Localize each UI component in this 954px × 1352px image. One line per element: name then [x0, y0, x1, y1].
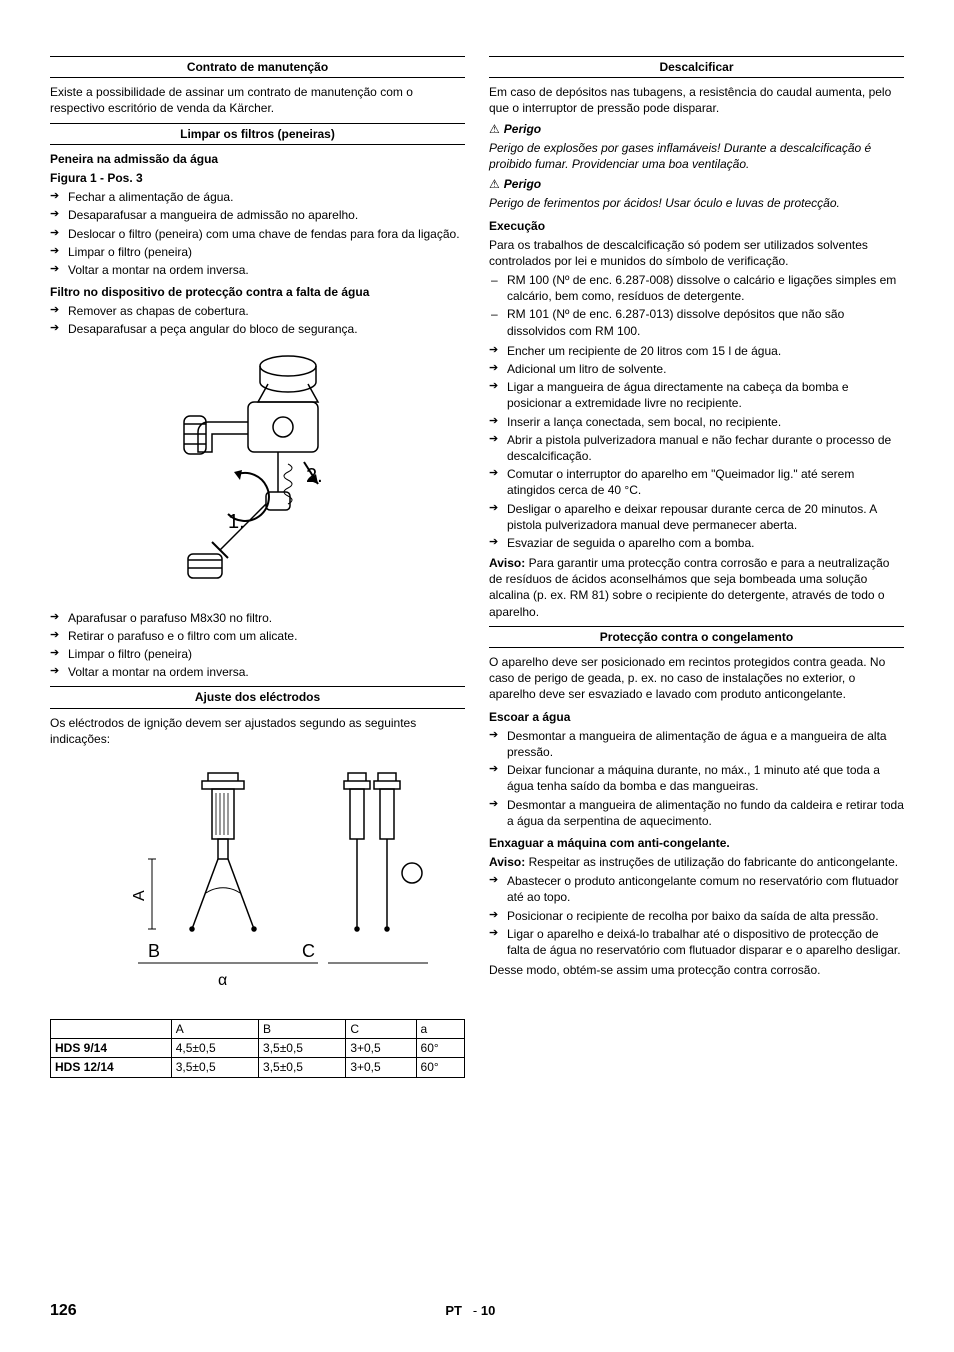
list-item: Desaparafusar a peça angular do bloco de… [50, 321, 465, 337]
paragraph: Existe a possibilidade de assinar um con… [50, 84, 465, 116]
warning-label: Perigo [489, 121, 904, 137]
left-column: Contrato de manutenção Existe a possibil… [50, 50, 465, 1280]
step-list: Fechar a alimentação de água. Desaparafu… [50, 189, 465, 278]
list-item: Desmontar a mangueira de alimentação no … [489, 797, 904, 829]
td: 3+0,5 [346, 1058, 416, 1077]
subhead: Escoar a água [489, 709, 904, 725]
warning-label: Perigo [489, 176, 904, 192]
list-item: Voltar a montar na ordem inversa. [50, 262, 465, 278]
dash-list: RM 100 (Nº de enc. 6.287-008) dissolve o… [489, 272, 904, 339]
list-item: Aparafusar o parafuso M8x30 no filtro. [50, 610, 465, 626]
list-item: Desligar o aparelho e deixar repousar du… [489, 501, 904, 533]
list-item: Desaparafusar a mangueira de admissão no… [50, 207, 465, 223]
list-item: Retirar o parafuso e o filtro com um ali… [50, 628, 465, 644]
fig-label-1: 1. [228, 511, 245, 533]
list-item: Deixar funcionar a máquina durante, no m… [489, 762, 904, 794]
heading-limpar: Limpar os filtros (peneiras) [50, 123, 465, 145]
list-item: Ligar a mangueira de água directamente n… [489, 379, 904, 411]
subhead: Filtro no dispositivo de protecção contr… [50, 284, 465, 300]
list-item: Abastecer o produto anticongelante comum… [489, 873, 904, 905]
note: Aviso: Respeitar as instruções de utiliz… [489, 854, 904, 870]
td: 4,5±0,5 [171, 1039, 258, 1058]
th: B [259, 1019, 346, 1038]
list-item: Ligar o aparelho e deixá-lo trabalhar at… [489, 926, 904, 958]
page-number: 126 [50, 1300, 77, 1322]
th: A [171, 1019, 258, 1038]
fig-ref: Figura 1 - Pos. 3 [50, 170, 465, 186]
figure-electrodes: A B C α [78, 753, 438, 1013]
subhead: Peneira na admissão da água [50, 151, 465, 167]
heading-electrodes: Ajuste dos eléctrodos [50, 686, 465, 708]
th [51, 1019, 172, 1038]
step-list: Remover as chapas de cobertura. Desapara… [50, 303, 465, 337]
list-item: Limpar o filtro (peneira) [50, 244, 465, 260]
list-item: Remover as chapas de cobertura. [50, 303, 465, 319]
paragraph: Em caso de depósitos nas tubagens, a res… [489, 84, 904, 116]
list-item: Limpar o filtro (peneira) [50, 646, 465, 662]
subhead: Enxaguar a máquina com anti-congelante. [489, 835, 904, 851]
list-item: Comutar o interruptor do aparelho em "Qu… [489, 466, 904, 498]
step-list: Encher um recipiente de 20 litros com 15… [489, 343, 904, 551]
list-item: Esvaziar de seguida o aparelho com a bom… [489, 535, 904, 551]
warning-text: Perigo de explosões por gases inflamávei… [489, 140, 904, 172]
td: 3+0,5 [346, 1039, 416, 1058]
heading-contrato: Contrato de manutenção [50, 56, 465, 78]
figure-filter: 1. 2. [128, 344, 388, 604]
paragraph: Desse modo, obtém-se assim uma protecção… [489, 962, 904, 978]
dim-c: C [302, 941, 315, 961]
td: HDS 9/14 [51, 1039, 172, 1058]
list-item: RM 100 (Nº de enc. 6.287-008) dissolve o… [489, 272, 904, 304]
page-footer: 126 PT - 10 [50, 1300, 904, 1322]
paragraph: Para os trabalhos de descalcificação só … [489, 237, 904, 269]
heading-frost: Protecção contra o congelamento [489, 626, 904, 648]
list-item: Adicional um litro de solvente. [489, 361, 904, 377]
list-item: Abrir a pistola pulverizadora manual e n… [489, 432, 904, 464]
td: 60° [416, 1058, 464, 1077]
dim-b: B [148, 941, 160, 961]
list-item: Inserir a lança conectada, sem bocal, no… [489, 414, 904, 430]
list-item: Fechar a alimentação de água. [50, 189, 465, 205]
list-item: Deslocar o filtro (peneira) com uma chav… [50, 226, 465, 242]
td: 3,5±0,5 [259, 1058, 346, 1077]
dim-a: A [131, 890, 148, 901]
electrode-table: A B C a HDS 9/14 4,5±0,5 3,5±0,5 3+0,5 6… [50, 1019, 465, 1078]
list-item: Encher um recipiente de 20 litros com 15… [489, 343, 904, 359]
right-column: Descalcificar Em caso de depósitos nas t… [489, 50, 904, 1280]
th: C [346, 1019, 416, 1038]
paragraph: Os eléctrodos de ignição devem ser ajust… [50, 715, 465, 747]
footer-center: PT - 10 [445, 1302, 495, 1320]
td: 3,5±0,5 [171, 1058, 258, 1077]
td: HDS 12/14 [51, 1058, 172, 1077]
subhead: Execução [489, 218, 904, 234]
fig-label-2: 2. [306, 465, 323, 487]
list-item: Desmontar a mangueira de alimentação de … [489, 728, 904, 760]
list-item: Posicionar o recipiente de recolha por b… [489, 908, 904, 924]
step-list: Aparafusar o parafuso M8x30 no filtro. R… [50, 610, 465, 681]
warning-text: Perigo de ferimentos por ácidos! Usar óc… [489, 195, 904, 211]
note: Aviso: Para garantir uma protecção contr… [489, 555, 904, 620]
th: a [416, 1019, 464, 1038]
paragraph: O aparelho deve ser posicionado em recin… [489, 654, 904, 703]
list-item: Voltar a montar na ordem inversa. [50, 664, 465, 680]
step-list: Desmontar a mangueira de alimentação de … [489, 728, 904, 829]
td: 60° [416, 1039, 464, 1058]
heading-descalcificar: Descalcificar [489, 56, 904, 78]
list-item: RM 101 (Nº de enc. 6.287-013) dissolve d… [489, 306, 904, 338]
step-list: Abastecer o produto anticongelante comum… [489, 873, 904, 958]
dim-alpha: α [218, 972, 227, 989]
td: 3,5±0,5 [259, 1039, 346, 1058]
